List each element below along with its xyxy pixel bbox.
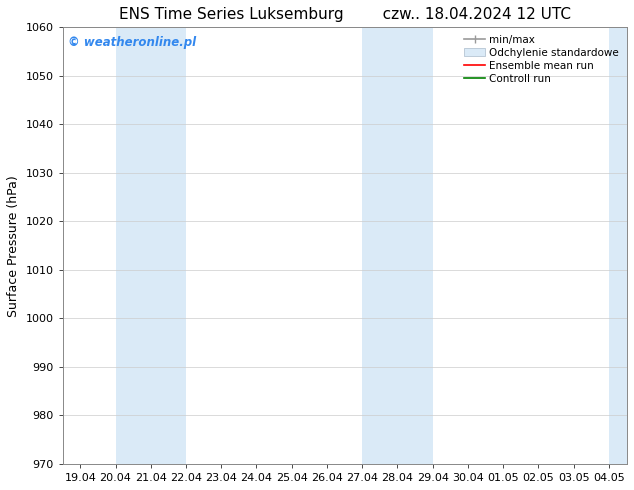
Bar xyxy=(609,27,626,464)
Text: © weatheronline.pl: © weatheronline.pl xyxy=(68,36,197,49)
Y-axis label: Surface Pressure (hPa): Surface Pressure (hPa) xyxy=(7,175,20,317)
Bar xyxy=(115,27,186,464)
Title: ENS Time Series Luksemburg        czw.. 18.04.2024 12 UTC: ENS Time Series Luksemburg czw.. 18.04.2… xyxy=(119,7,571,22)
Legend: min/max, Odchylenie standardowe, Ensemble mean run, Controll run: min/max, Odchylenie standardowe, Ensembl… xyxy=(462,32,621,86)
Bar xyxy=(362,27,432,464)
